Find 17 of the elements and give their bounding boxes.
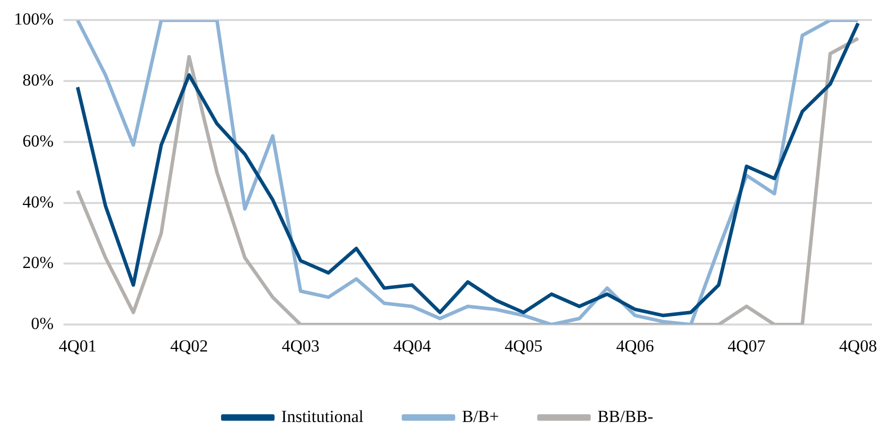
x-tick-label: 4Q02: [170, 336, 208, 356]
y-tick-label: 80%: [22, 70, 54, 90]
x-tick-label: 4Q03: [282, 336, 320, 356]
y-tick-label: 0%: [30, 314, 54, 334]
y-tick-label: 60%: [22, 131, 54, 150]
x-tick-label: 4Q04: [393, 336, 432, 356]
y-tick-label: 20%: [22, 253, 54, 272]
legend-label: B/B+: [462, 406, 499, 426]
y-tick-label: 40%: [22, 192, 54, 212]
x-tick-label: 4Q06: [616, 336, 654, 356]
x-tick-label: 4Q01: [58, 336, 96, 356]
x-tick-label: 4Q07: [728, 336, 766, 356]
legend-label: Institutional: [281, 406, 364, 426]
legend-label: BB/BB-: [597, 406, 654, 426]
y-tick-label: 100%: [14, 10, 54, 29]
x-tick-label: 4Q05: [504, 336, 542, 356]
x-tick-label: 4Q08: [839, 336, 877, 356]
